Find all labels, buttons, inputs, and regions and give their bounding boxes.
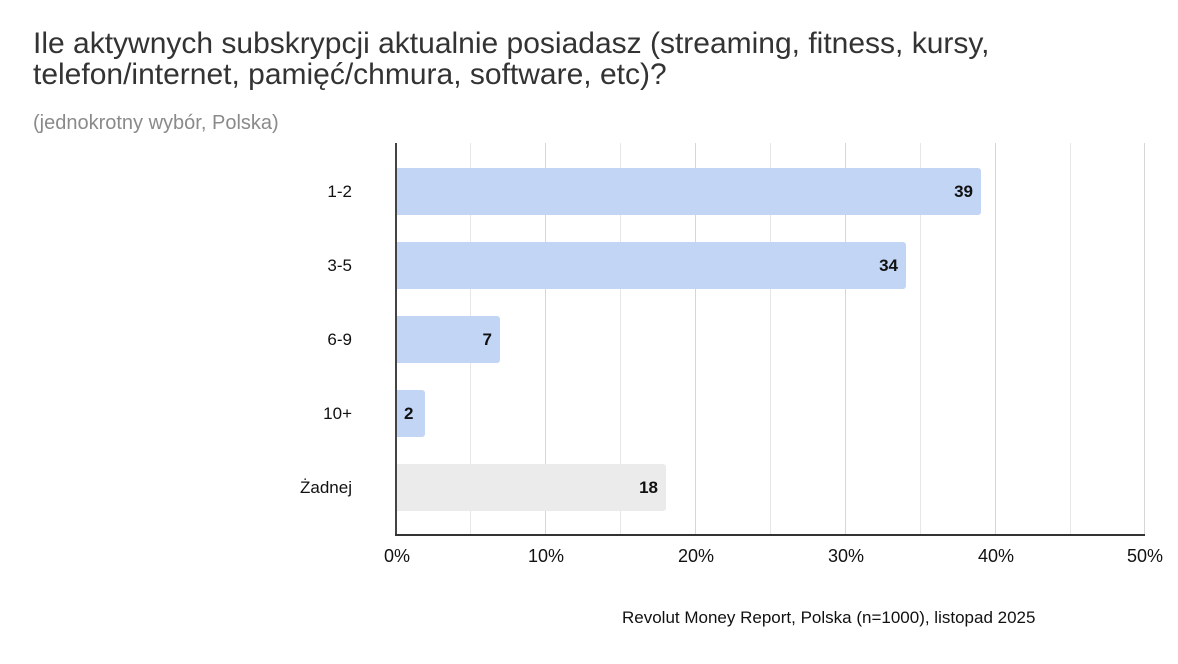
gridline	[995, 143, 996, 536]
bar-value-label: 34	[879, 256, 898, 275]
gridline	[920, 143, 921, 536]
x-tick-label: 10%	[527, 546, 565, 566]
chart-subtitle: (jednokrotny wybór, Polska)	[33, 112, 279, 134]
x-tick-label: 50%	[1126, 546, 1164, 566]
chart-title: Ile aktywnych subskrypcji aktualnie posi…	[33, 27, 990, 91]
category-label: 10+	[323, 404, 352, 423]
bar-value-label: 18	[639, 478, 658, 497]
bar-1-2: 39	[396, 168, 981, 215]
bar-6-9: 7	[396, 316, 500, 363]
bar-value-label: 7	[482, 330, 492, 349]
bar-3-5: 34	[396, 242, 906, 289]
x-tick-label: 0%	[383, 546, 411, 566]
source-note: Revolut Money Report, Polska (n=1000), l…	[622, 608, 1036, 627]
x-tick-label: 20%	[677, 546, 715, 566]
x-axis	[395, 534, 1145, 536]
bar-10-plus: 2	[396, 390, 425, 437]
gridline	[845, 143, 846, 536]
gridline	[620, 143, 621, 536]
gridline	[770, 143, 771, 536]
bar-none: 18	[396, 464, 666, 511]
category-label: Żadnej	[300, 478, 352, 497]
category-label: 6-9	[327, 330, 352, 349]
bar-value-label: 39	[954, 182, 973, 201]
bar-value-label: 2	[404, 404, 414, 423]
gridline	[1144, 143, 1145, 536]
category-label: 3-5	[327, 256, 352, 275]
gridline	[695, 143, 696, 536]
gridline	[1070, 143, 1071, 536]
x-tick-label: 40%	[977, 546, 1015, 566]
gridline	[545, 143, 546, 536]
plot-area: 39 1-2 34 3-5 7 6-9 2 10+ 18 Żadnej	[300, 143, 1145, 536]
y-axis	[395, 143, 397, 536]
x-tick-label: 30%	[827, 546, 865, 566]
category-label: 1-2	[327, 182, 352, 201]
